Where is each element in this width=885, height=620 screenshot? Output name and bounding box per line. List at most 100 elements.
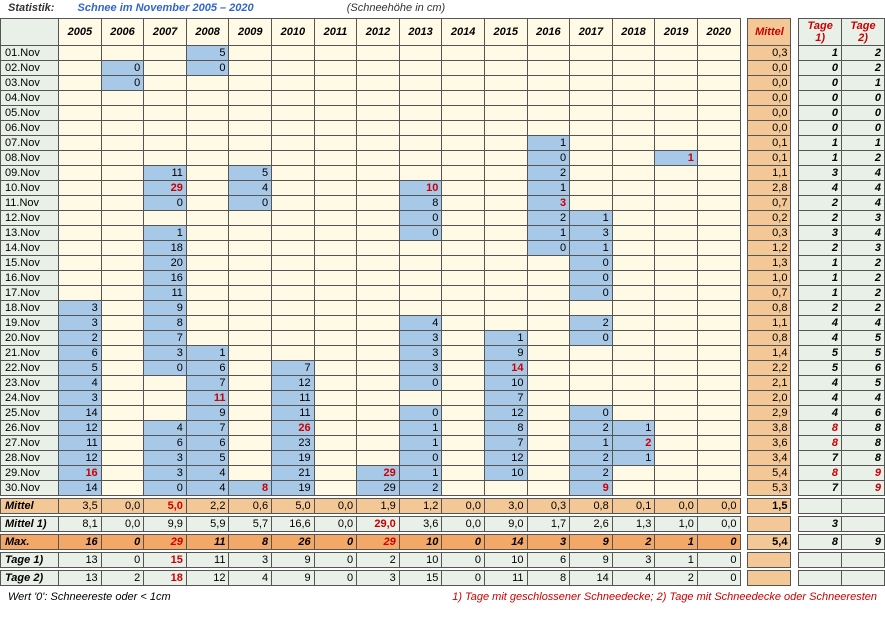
snow-value: 1 (527, 136, 570, 151)
snow-value (101, 271, 144, 286)
snow-value (357, 451, 400, 466)
snow-value: 7 (484, 391, 527, 406)
snow-value: 1 (570, 211, 613, 226)
snow-value (101, 346, 144, 361)
summary-value: 3,6 (399, 517, 442, 532)
summary-value: 29 (357, 535, 400, 550)
snow-value (697, 166, 740, 181)
day-label: 25.Nov (1, 406, 59, 421)
snow-value: 14 (484, 361, 527, 376)
row-tage1: 1 (799, 256, 842, 271)
snow-value (442, 61, 485, 76)
snow-value (229, 361, 272, 376)
row-tage2: 4 (842, 391, 885, 406)
snow-value (399, 151, 442, 166)
row-tage2: 1 (842, 76, 885, 91)
row-tage1: 4 (799, 391, 842, 406)
snow-value: 23 (272, 436, 315, 451)
snow-value (484, 136, 527, 151)
summary-mittel (748, 571, 791, 586)
snow-value (442, 241, 485, 256)
snow-value (484, 271, 527, 286)
snow-value (484, 196, 527, 211)
summary-value: 0,0 (655, 499, 698, 514)
snow-value (442, 301, 485, 316)
snow-value (229, 91, 272, 106)
snow-value (272, 91, 315, 106)
snow-value: 1 (612, 451, 655, 466)
row-tage2: 2 (842, 301, 885, 316)
row-tage2: 0 (842, 121, 885, 136)
snow-value (101, 481, 144, 496)
snow-value: 7 (144, 331, 187, 346)
summary-tage1 (799, 571, 842, 586)
snow-value: 0 (399, 211, 442, 226)
snow-value (229, 421, 272, 436)
row-mittel: 0,0 (748, 121, 791, 136)
snow-value (527, 376, 570, 391)
snow-value (655, 181, 698, 196)
snow-value: 14 (59, 481, 102, 496)
snow-value (357, 256, 400, 271)
snow-value (612, 376, 655, 391)
snow-value (357, 211, 400, 226)
snow-value (59, 91, 102, 106)
snow-value (314, 106, 357, 121)
row-tage2: 6 (842, 361, 885, 376)
summary-value: 3 (612, 553, 655, 568)
summary-value: 5,0 (272, 499, 315, 514)
snow-value: 1 (399, 421, 442, 436)
summary-value: 9,0 (484, 517, 527, 532)
row-tage2: 2 (842, 271, 885, 286)
snow-value: 10 (399, 181, 442, 196)
snow-value (314, 46, 357, 61)
snow-value (144, 121, 187, 136)
snow-value (59, 106, 102, 121)
snow-value (570, 91, 613, 106)
snow-value (527, 121, 570, 136)
snow-value (229, 256, 272, 271)
snow-value: 9 (570, 481, 613, 496)
snow-value (186, 211, 229, 226)
snow-value (655, 241, 698, 256)
snow-value: 11 (144, 166, 187, 181)
row-tage1: 4 (799, 181, 842, 196)
summary-value: 0,0 (101, 517, 144, 532)
snow-value: 11 (144, 286, 187, 301)
snow-value (357, 301, 400, 316)
summary-tage1: 8 (799, 535, 842, 550)
snow-value: 0 (570, 271, 613, 286)
snow-value: 4 (59, 376, 102, 391)
footnote-left: Wert '0': Schneereste oder < 1cm (8, 591, 171, 603)
snow-value (314, 256, 357, 271)
snow-value (357, 376, 400, 391)
snow-value (570, 391, 613, 406)
snow-value: 3 (399, 346, 442, 361)
summary-value: 0,3 (527, 499, 570, 514)
snow-value (186, 76, 229, 91)
snow-value (314, 76, 357, 91)
snow-value (612, 316, 655, 331)
snow-value (442, 481, 485, 496)
snow-value: 1 (527, 181, 570, 196)
snow-value (229, 46, 272, 61)
summary-label: Mittel (1, 499, 59, 514)
mittel-header: Mittel (748, 19, 791, 46)
summary-value: 0 (697, 553, 740, 568)
snow-value (484, 61, 527, 76)
row-tage1: 8 (799, 421, 842, 436)
snow-value: 12 (484, 451, 527, 466)
day-label: 26.Nov (1, 421, 59, 436)
snow-value (272, 46, 315, 61)
snow-value (101, 91, 144, 106)
snow-value (357, 46, 400, 61)
row-tage1: 4 (799, 331, 842, 346)
summary-value: 6 (527, 553, 570, 568)
snow-value (442, 151, 485, 166)
row-tage2: 4 (842, 316, 885, 331)
summary-tage2 (842, 499, 885, 514)
snow-value: 0 (229, 196, 272, 211)
snow-value (314, 121, 357, 136)
summary-value: 0 (697, 571, 740, 586)
snow-value: 5 (59, 361, 102, 376)
